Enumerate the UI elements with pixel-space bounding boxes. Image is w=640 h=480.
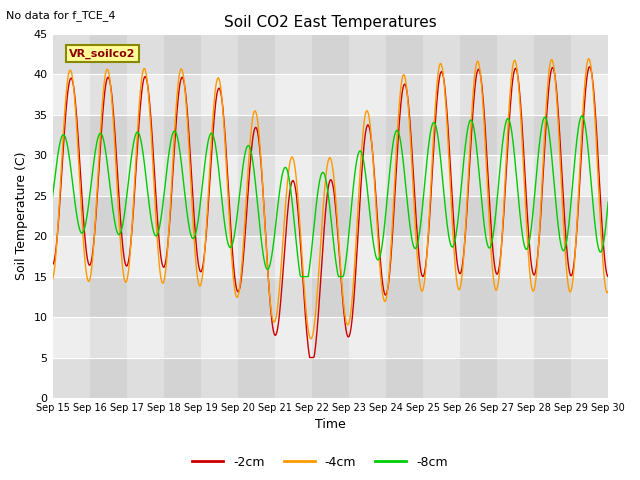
Bar — [52, 317, 608, 358]
Bar — [127, 34, 164, 398]
Bar — [201, 34, 237, 398]
Bar — [52, 74, 608, 115]
Legend: -2cm, -4cm, -8cm: -2cm, -4cm, -8cm — [187, 451, 453, 474]
Bar — [90, 34, 127, 398]
Bar — [312, 34, 349, 398]
Bar — [52, 156, 608, 196]
Bar — [571, 34, 608, 398]
Bar — [386, 34, 423, 398]
Bar — [237, 34, 275, 398]
Bar — [497, 34, 534, 398]
Bar — [52, 236, 608, 276]
Title: Soil CO2 East Temperatures: Soil CO2 East Temperatures — [224, 15, 436, 30]
X-axis label: Time: Time — [315, 419, 346, 432]
Bar — [349, 34, 386, 398]
Bar — [423, 34, 460, 398]
Bar — [460, 34, 497, 398]
Text: No data for f_TCE_4: No data for f_TCE_4 — [6, 10, 116, 21]
Y-axis label: Soil Temperature (C): Soil Temperature (C) — [15, 152, 28, 280]
Bar — [52, 34, 90, 398]
Text: VR_soilco2: VR_soilco2 — [69, 48, 136, 59]
Bar — [164, 34, 201, 398]
Bar — [275, 34, 312, 398]
Bar — [534, 34, 571, 398]
